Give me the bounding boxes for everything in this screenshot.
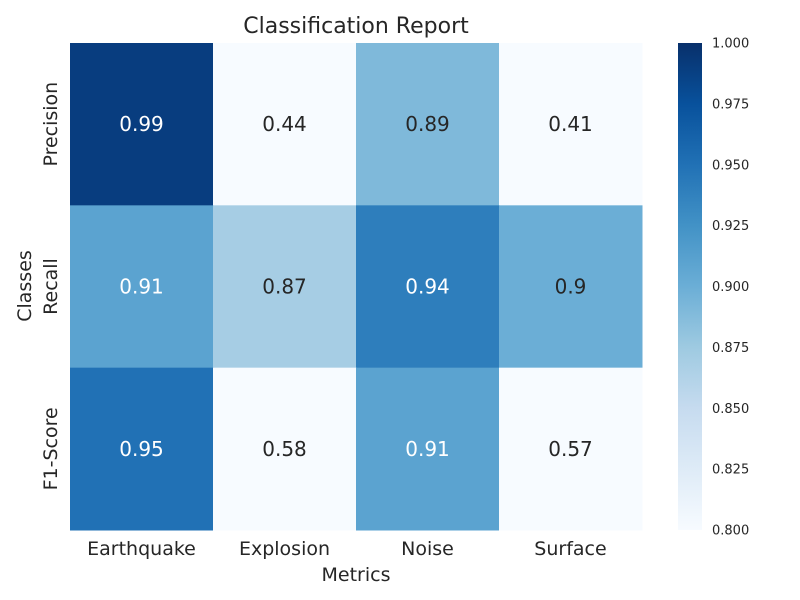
colorbar-tick-label: 0.925: [712, 219, 749, 234]
colorbar-tick-label: 0.975: [712, 97, 749, 112]
chart-title: Classification Report: [243, 14, 469, 39]
y-axis-label: Classes: [14, 250, 36, 322]
x-axis-label: Metrics: [322, 564, 391, 586]
colorbar-tick-label: 1.000: [712, 37, 749, 52]
cell-value-label: 0.99: [119, 112, 164, 136]
heatmap-cell: [70, 43, 214, 206]
heatmap-cell: [356, 367, 500, 531]
cell-value-label: 0.57: [548, 437, 593, 461]
cell-value-label: 0.9: [555, 275, 587, 299]
heatmap-cell: [70, 205, 214, 369]
colorbar: [678, 43, 702, 530]
cell-value-label: 0.41: [548, 112, 593, 136]
cell-value-label: 0.58: [262, 437, 307, 461]
heatmap-cell: [499, 43, 643, 206]
x-tick-labels: Earthquake Explosion Noise Surface: [87, 538, 607, 560]
heatmap-cells: [70, 43, 643, 531]
colorbar-tick-label: 0.825: [712, 463, 749, 478]
colorbar-tick-label: 0.900: [712, 280, 749, 295]
cell-value-label: 0.44: [262, 112, 307, 136]
y-tick-labels: Precision Recall F1-Score: [40, 82, 62, 491]
heatmap-cell: [499, 205, 643, 369]
heatmap-cell: [356, 43, 500, 206]
x-tick-label: Noise: [401, 538, 454, 560]
colorbar-tick-label: 0.875: [712, 341, 749, 356]
x-tick-label: Explosion: [239, 538, 330, 560]
colorbar-tick-label: 0.850: [712, 402, 749, 417]
heatmap-cell: [213, 43, 357, 206]
heatmap-cell: [499, 367, 643, 531]
colorbar-tick-labels: 0.800 0.825 0.850 0.875 0.900 0.925 0.950 0.975…: [712, 37, 749, 539]
cell-value-label: 0.91: [405, 437, 450, 461]
cell-value-label: 0.89: [405, 112, 450, 136]
colorbar-tick-label: 0.950: [712, 158, 749, 173]
heatmap-cell: [213, 367, 357, 531]
cell-value-label: 0.95: [119, 437, 164, 461]
y-tick-label: F1-Score: [40, 407, 62, 490]
cell-value-label: 0.91: [119, 275, 164, 299]
cell-value-label: 0.87: [262, 275, 307, 299]
heatmap-cell: [356, 205, 500, 369]
heatmap-cell: [213, 205, 357, 369]
x-tick-label: Earthquake: [87, 538, 196, 560]
cell-value-label: 0.94: [405, 275, 450, 299]
heatmap-cell: [70, 367, 214, 531]
y-tick-label: Recall: [40, 258, 62, 315]
x-tick-label: Surface: [534, 538, 606, 560]
cell-value-labels: 0.99 0.44 0.89 0.41 0.91 0.87 0.94 0.9 0.95 0.58 0…: [119, 112, 593, 461]
y-tick-label: Precision: [40, 82, 62, 167]
colorbar-tick-label: 0.800: [712, 524, 749, 539]
